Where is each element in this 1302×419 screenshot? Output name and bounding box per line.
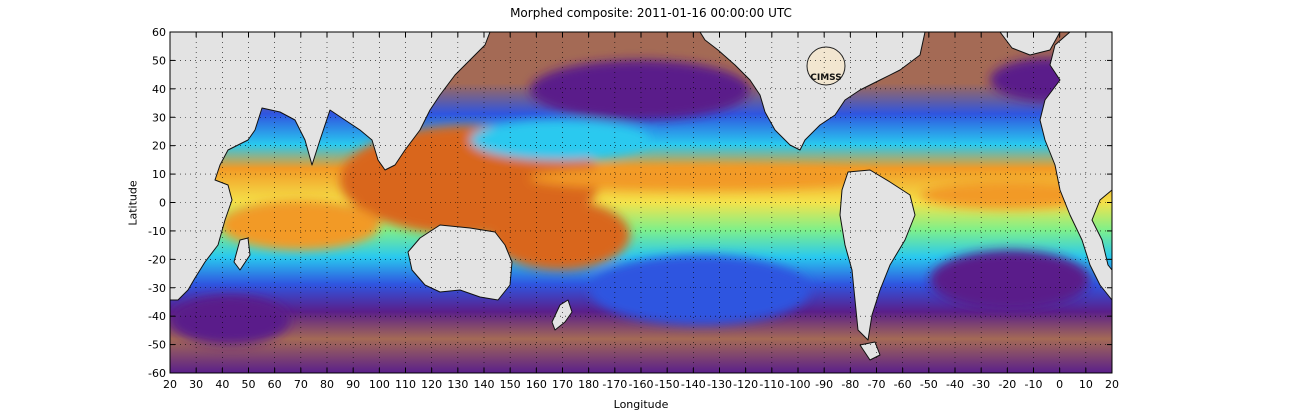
x-tick-label: -100 bbox=[786, 378, 811, 391]
logo-globe bbox=[806, 46, 846, 86]
x-tick-label: 120 bbox=[421, 378, 442, 391]
x-tick-label: 20 bbox=[163, 378, 177, 391]
x-tick-label: -170 bbox=[602, 378, 627, 391]
y-tick-label: -60 bbox=[148, 367, 166, 380]
field-indian-itcz bbox=[220, 200, 380, 250]
y-axis-ticks: 60 50 40 30 20 10 0 -10 -20 -30 -40 -50 -60 bbox=[148, 26, 1112, 380]
x-tick-label: 80 bbox=[320, 378, 334, 391]
land-north-america bbox=[699, 32, 926, 151]
x-tick-label: 50 bbox=[242, 378, 256, 391]
y-tick-label: -50 bbox=[148, 339, 166, 352]
x-tick-label: -50 bbox=[920, 378, 938, 391]
x-tick-label: -140 bbox=[681, 378, 706, 391]
y-tick-label: -30 bbox=[148, 282, 166, 295]
x-tick-label: -150 bbox=[655, 378, 680, 391]
x-tick-label: 170 bbox=[552, 378, 573, 391]
x-tick-label: -90 bbox=[815, 378, 833, 391]
x-tick-label: -60 bbox=[894, 378, 912, 391]
y-tick-label: 20 bbox=[152, 140, 166, 153]
x-tick-label: 10 bbox=[1079, 378, 1093, 391]
x-tick-label: 160 bbox=[526, 378, 547, 391]
land-eurasia-africa bbox=[170, 32, 491, 301]
x-tick-label: -40 bbox=[946, 378, 964, 391]
x-tick-label: -20 bbox=[998, 378, 1016, 391]
x-tick-label: 20 bbox=[1105, 378, 1119, 391]
field-pacific-itcz bbox=[530, 166, 870, 190]
field-s-indian-dry bbox=[170, 295, 290, 345]
y-tick-label: 0 bbox=[159, 197, 166, 210]
map-title: Morphed composite: 2011-01-16 00:00:00 U… bbox=[510, 6, 792, 20]
x-tick-label: 30 bbox=[189, 378, 203, 391]
field-subtropical bbox=[470, 120, 650, 160]
y-tick-label: -20 bbox=[148, 253, 166, 266]
land-south-america bbox=[839, 169, 916, 341]
logo-text: CIMSS bbox=[810, 73, 841, 83]
land-madagascar bbox=[233, 237, 251, 271]
field-blobs bbox=[170, 58, 1110, 345]
y-tick-label: 40 bbox=[152, 83, 166, 96]
land-australia bbox=[407, 224, 513, 301]
x-tick-label: -130 bbox=[707, 378, 732, 391]
y-tick-label: 10 bbox=[152, 168, 166, 181]
x-tick-label: -70 bbox=[868, 378, 886, 391]
x-tick-label: 60 bbox=[268, 378, 282, 391]
x-tick-label: 110 bbox=[395, 378, 416, 391]
x-tick-label: -110 bbox=[759, 378, 784, 391]
field-n-pacific-dry bbox=[530, 60, 750, 120]
x-axis-ticks: 20 30 40 50 60 70 80 90 100 110 120 130 140 150 160 170… bbox=[163, 32, 1119, 391]
logo: CIMSS bbox=[806, 46, 846, 86]
x-tick-label: 70 bbox=[294, 378, 308, 391]
y-tick-label: 60 bbox=[152, 26, 166, 39]
x-tick-label: 150 bbox=[500, 378, 521, 391]
x-tick-label: 90 bbox=[346, 378, 360, 391]
x-axis-label: Longitude bbox=[613, 398, 669, 411]
field-s-atlantic-dry bbox=[930, 250, 1090, 310]
x-tick-label: -120 bbox=[733, 378, 758, 391]
field-s-pacific-dry bbox=[590, 255, 810, 325]
x-tick-label: 100 bbox=[369, 378, 390, 391]
y-tick-label: 50 bbox=[152, 54, 166, 67]
land-new-zealand bbox=[551, 299, 573, 331]
y-tick-label: -10 bbox=[148, 225, 166, 238]
x-tick-label: -10 bbox=[1025, 378, 1043, 391]
x-tick-label: -80 bbox=[841, 378, 859, 391]
land-greenland bbox=[999, 32, 1061, 56]
x-tick-label: -30 bbox=[972, 378, 990, 391]
y-tick-label: -40 bbox=[148, 310, 166, 323]
x-tick-label: 130 bbox=[447, 378, 468, 391]
x-tick-label: -160 bbox=[629, 378, 654, 391]
x-tick-label: 180 bbox=[578, 378, 599, 391]
field-spcz bbox=[490, 200, 630, 270]
x-tick-label: 0 bbox=[1056, 378, 1063, 391]
land-antarctic-tip bbox=[859, 341, 881, 361]
y-tick-label: 30 bbox=[152, 111, 166, 124]
field-atlantic-itcz bbox=[920, 181, 1100, 209]
continents bbox=[170, 32, 1112, 361]
x-tick-label: 140 bbox=[474, 378, 495, 391]
x-tick-label: 40 bbox=[215, 378, 229, 391]
grid-lines bbox=[170, 32, 1112, 373]
